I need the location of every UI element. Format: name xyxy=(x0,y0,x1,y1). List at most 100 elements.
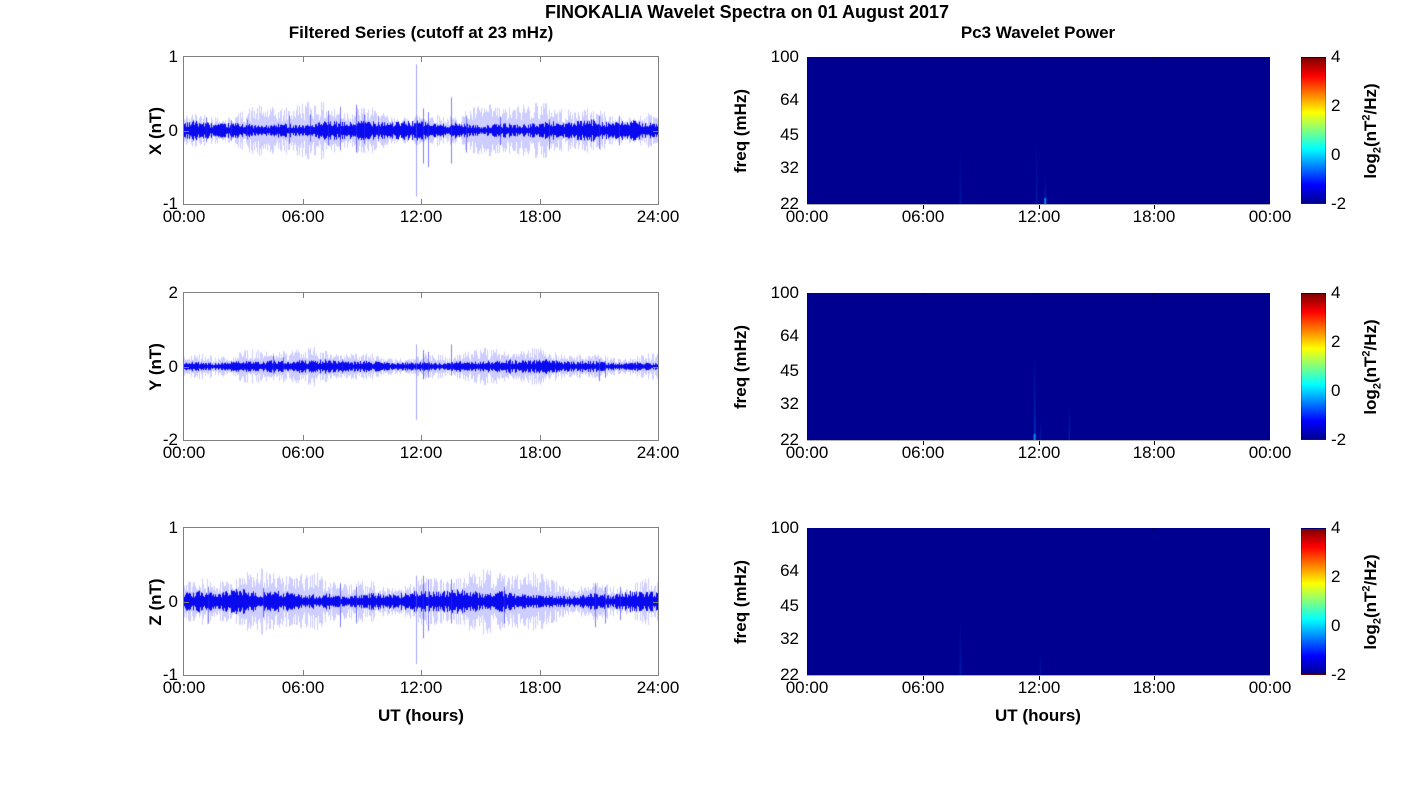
colorbar-tick-label: 0 xyxy=(1331,616,1341,635)
axis-tick-mark xyxy=(184,131,189,132)
right-column-title: Pc3 Wavelet Power xyxy=(960,23,1116,42)
axis-tick-mark xyxy=(184,367,189,368)
freq-tick-label: 64 xyxy=(780,326,799,345)
x-tick-label: 06:00 xyxy=(281,678,325,697)
time-series-canvas-Z xyxy=(184,528,658,675)
x-tick-label: 18:00 xyxy=(1132,678,1176,697)
x-tick-label: 06:00 xyxy=(901,443,945,462)
colorbar-label: log2(nT2/Hz) xyxy=(1360,318,1384,415)
axis-tick-mark xyxy=(421,670,422,675)
x-tick-label: 00:00 xyxy=(785,207,829,226)
axis-tick-mark xyxy=(653,131,658,132)
axis-tick-mark xyxy=(653,367,658,368)
freq-axis-label: freq (mHz) xyxy=(731,559,750,644)
x-tick-label: 12:00 xyxy=(399,443,443,462)
y-tick-label: 1 xyxy=(168,518,178,537)
axis-tick-mark xyxy=(421,293,422,298)
axis-tick-mark xyxy=(421,435,422,440)
axis-tick-mark xyxy=(1154,205,1155,209)
axis-tick-mark xyxy=(540,199,541,204)
axis-tick-mark xyxy=(303,435,304,440)
colorbar-label: log2(nT2/Hz) xyxy=(1360,82,1384,179)
x-tick-label: 00:00 xyxy=(785,678,829,697)
axis-tick-mark xyxy=(303,670,304,675)
axis-tick-mark xyxy=(923,205,924,209)
x-axis-title-left: UT (hours) xyxy=(378,706,464,725)
axis-tick-mark xyxy=(540,435,541,440)
axis-tick-mark xyxy=(303,199,304,204)
freq-axis-label: freq (mHz) xyxy=(731,324,750,409)
freq-tick-label: 100 xyxy=(770,283,799,302)
x-tick-label: 12:00 xyxy=(399,678,443,697)
x-tick-label: 00:00 xyxy=(1248,678,1292,697)
y-tick-label: 0 xyxy=(168,357,178,376)
x-tick-label: 12:00 xyxy=(399,207,443,226)
freq-tick-label: 100 xyxy=(770,47,799,66)
axis-tick-mark xyxy=(1039,528,1040,532)
colorbar-tick-label: 0 xyxy=(1331,145,1341,164)
x-tick-label: 00:00 xyxy=(162,443,206,462)
axis-tick-mark xyxy=(923,441,924,445)
x-tick-label: 06:00 xyxy=(281,443,325,462)
freq-tick-label: 22 xyxy=(780,665,799,684)
axis-tick-mark xyxy=(303,293,304,298)
colorbar-tick-label: -2 xyxy=(1331,430,1347,449)
colorbar-tick-label: -2 xyxy=(1331,665,1347,684)
x-tick-label: 18:00 xyxy=(1132,443,1176,462)
x-tick-label: 24:00 xyxy=(636,207,680,226)
x-tick-label: 12:00 xyxy=(1017,207,1061,226)
axis-tick-mark xyxy=(1154,676,1155,680)
y-tick-label: -1 xyxy=(162,665,178,684)
x-tick-label: 06:00 xyxy=(901,678,945,697)
freq-tick-label: 45 xyxy=(780,125,799,144)
spectrogram-panel-Y xyxy=(807,293,1270,441)
spectrogram-canvas-X xyxy=(807,57,1270,204)
freq-axis-label: freq (mHz) xyxy=(731,88,750,173)
axis-tick-mark xyxy=(1039,293,1040,297)
axis-tick-mark xyxy=(1154,293,1155,297)
axis-tick-mark xyxy=(923,676,924,680)
colorbar-tick-label: 2 xyxy=(1331,332,1341,351)
axis-tick-mark xyxy=(1154,528,1155,532)
spectrogram-panel-X xyxy=(807,57,1270,205)
axis-tick-mark xyxy=(923,57,924,61)
freq-tick-label: 32 xyxy=(780,158,799,177)
freq-tick-label: 45 xyxy=(780,361,799,380)
left-column-title: Filtered Series (cutoff at 23 mHz) xyxy=(288,23,554,42)
axis-tick-mark xyxy=(923,528,924,532)
axis-tick-mark xyxy=(421,57,422,62)
x-tick-label: 00:00 xyxy=(1248,443,1292,462)
y-tick-label: 2 xyxy=(168,283,178,302)
x-tick-label: 18:00 xyxy=(1132,207,1176,226)
freq-tick-label: 64 xyxy=(780,90,799,109)
colorbar-tick-label: 4 xyxy=(1331,47,1341,66)
colorbar-tick-label: -2 xyxy=(1331,194,1347,213)
x-tick-label: 18:00 xyxy=(518,443,562,462)
x-tick-label: 18:00 xyxy=(518,207,562,226)
axis-tick-mark xyxy=(421,199,422,204)
x-tick-label: 24:00 xyxy=(636,443,680,462)
spectrogram-panel-Z xyxy=(807,528,1270,676)
axis-tick-mark xyxy=(1154,57,1155,61)
y-tick-label: 0 xyxy=(168,121,178,140)
axis-tick-mark xyxy=(303,57,304,62)
axis-tick-mark xyxy=(1039,676,1040,680)
freq-tick-label: 64 xyxy=(780,561,799,580)
y-tick-label: -2 xyxy=(162,430,178,449)
colorbar xyxy=(1301,293,1326,440)
colorbar-tick-label: 4 xyxy=(1331,518,1341,537)
x-tick-label: 12:00 xyxy=(1017,443,1061,462)
time-series-canvas-X xyxy=(184,57,658,204)
axis-tick-mark xyxy=(923,293,924,297)
freq-tick-label: 22 xyxy=(780,194,799,213)
freq-tick-label: 100 xyxy=(770,518,799,537)
freq-tick-label: 45 xyxy=(780,596,799,615)
axis-tick-mark xyxy=(303,528,304,533)
x-tick-label: 00:00 xyxy=(1248,207,1292,226)
spectrogram-canvas-Z xyxy=(807,528,1270,675)
colorbar-tick-label: 4 xyxy=(1331,283,1341,302)
axis-tick-mark xyxy=(653,602,658,603)
axis-tick-mark xyxy=(1039,57,1040,61)
axis-tick-mark xyxy=(184,602,189,603)
y-tick-label: 1 xyxy=(168,47,178,66)
